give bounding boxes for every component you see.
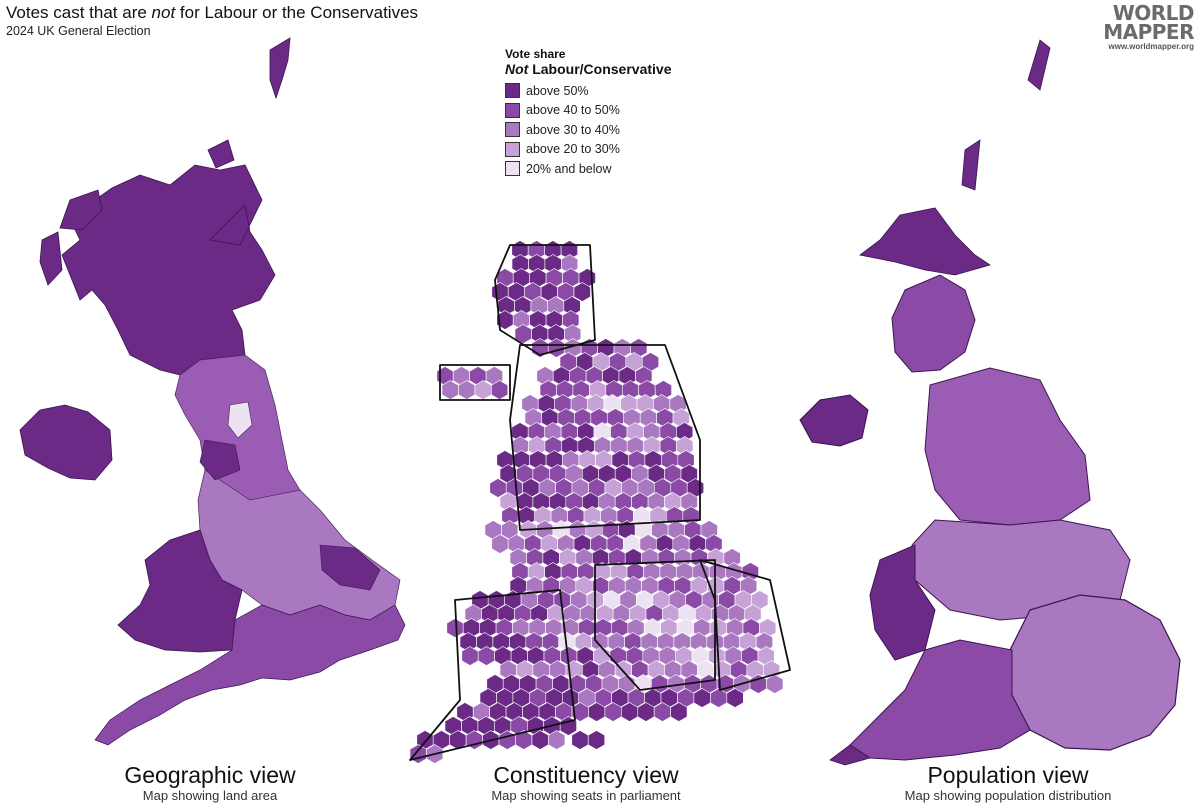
pop-cornwall-strand [829, 744, 871, 766]
constituency-hex [587, 730, 605, 750]
legend-item: 20% and below [505, 159, 671, 179]
constituency-hex [561, 254, 579, 274]
constituency-hex [757, 646, 775, 666]
caption-constituency: Constituency view Map showing seats in p… [436, 762, 736, 803]
caption-geographic-subtitle: Map showing land area [142, 788, 278, 803]
region-outline [699, 559, 791, 691]
caption-population-subtitle: Map showing population distribution [904, 788, 1112, 803]
logo-line-2: MAPPER [1103, 20, 1194, 44]
constituency-hex [723, 548, 741, 568]
constituency-hex [548, 730, 566, 750]
caption-constituency-subtitle: Map showing seats in parliament [491, 788, 681, 803]
map-title: Votes cast that are not for Labour or th… [6, 3, 419, 22]
pop-northern-ireland [799, 394, 869, 447]
constituency-hex [564, 324, 582, 344]
pop-london [1009, 594, 1181, 751]
caption-constituency-title: Constituency view [493, 762, 679, 788]
legend-item: above 40 to 50% [505, 101, 671, 121]
geo-orkney [207, 139, 235, 169]
constituency-hex [740, 576, 758, 596]
map-subtitle: 2024 UK General Election [6, 24, 151, 38]
geo-dark-region-cumbria [199, 439, 241, 481]
constituency-hex [680, 464, 698, 484]
constituency-hex [680, 492, 698, 512]
constituency-hex [547, 338, 565, 358]
constituency-hex [670, 702, 688, 722]
geographic-map [19, 37, 406, 746]
constituency-hex [744, 604, 762, 624]
legend-item: above 50% [505, 81, 671, 101]
region-outline [594, 559, 716, 691]
geo-northern-ireland [19, 404, 113, 481]
constituency-hex [676, 436, 694, 456]
constituency-hex [573, 282, 591, 302]
caption-population-title: Population view [927, 762, 1089, 788]
logo-url: www.worldmapper.org [1108, 42, 1195, 51]
region-outline [509, 344, 701, 531]
constituency-hex [446, 618, 464, 638]
constituency-hex [654, 380, 672, 400]
constituency-hex [485, 366, 503, 386]
region-outline [494, 244, 596, 356]
population-map [799, 39, 1181, 766]
caption-population: Population view Map showing population d… [858, 762, 1158, 803]
caption-geographic-title: Geographic view [124, 762, 296, 788]
logo-line-1: WORLD [1112, 1, 1195, 25]
legend-swatch [505, 141, 520, 157]
legend-label: above 40 to 50% [526, 103, 620, 118]
region-outline [409, 589, 576, 761]
constituency-hex [563, 296, 581, 316]
constituency-hex [751, 590, 769, 610]
constituency-hex [705, 534, 723, 554]
constituency-hex [562, 310, 580, 330]
constituency-hex [491, 380, 509, 400]
constituency-hex [501, 520, 519, 540]
legend-item: above 20 to 30% [505, 140, 671, 160]
constituency-hex [726, 688, 744, 708]
legend-swatch [505, 122, 520, 138]
pop-highlands-strands [859, 207, 991, 276]
legend-swatch [505, 161, 520, 177]
pop-north-england [924, 367, 1091, 526]
legend-label: above 20 to 30% [526, 142, 620, 157]
legend-label: 20% and below [526, 161, 612, 176]
worldmapper-logo: WORLD MAPPER www.worldmapper.org [1084, 1, 1195, 52]
geo-south-england [94, 604, 406, 746]
legend-subtitle: Not Labour/Conservative [505, 61, 672, 77]
legend: Vote share Not Labour/Conservative above… [505, 47, 671, 179]
constituency-hex [571, 730, 589, 750]
constituency-hex [642, 352, 659, 372]
legend-swatch [505, 102, 520, 118]
geo-wales [117, 529, 243, 653]
pop-central-scotland [891, 274, 976, 373]
legend-swatch [505, 83, 520, 99]
geo-shetland [269, 37, 291, 100]
legend-item: above 30 to 40% [505, 120, 671, 140]
pop-south-england [849, 639, 1031, 761]
constituency-hex [489, 478, 507, 498]
geo-light-region-yorkshire [227, 401, 253, 439]
title-block: Votes cast that are not for Labour or th… [6, 3, 418, 39]
constituency-hex [755, 632, 773, 652]
constituency-map [409, 240, 791, 764]
caption-geographic: Geographic view Map showing land area [60, 762, 360, 803]
region-outline [439, 364, 511, 401]
legend-items: above 50% above 40 to 50% above 30 to 40% a… [505, 81, 671, 179]
pop-shetland-strand [961, 39, 1051, 191]
constituency-hex [676, 422, 694, 442]
geo-hebrides [39, 189, 103, 286]
geo-dark-region-east [319, 544, 381, 591]
legend-label: above 30 to 40% [526, 122, 620, 137]
legend-title: Vote share [505, 47, 566, 61]
legend-label: above 50% [526, 83, 589, 98]
